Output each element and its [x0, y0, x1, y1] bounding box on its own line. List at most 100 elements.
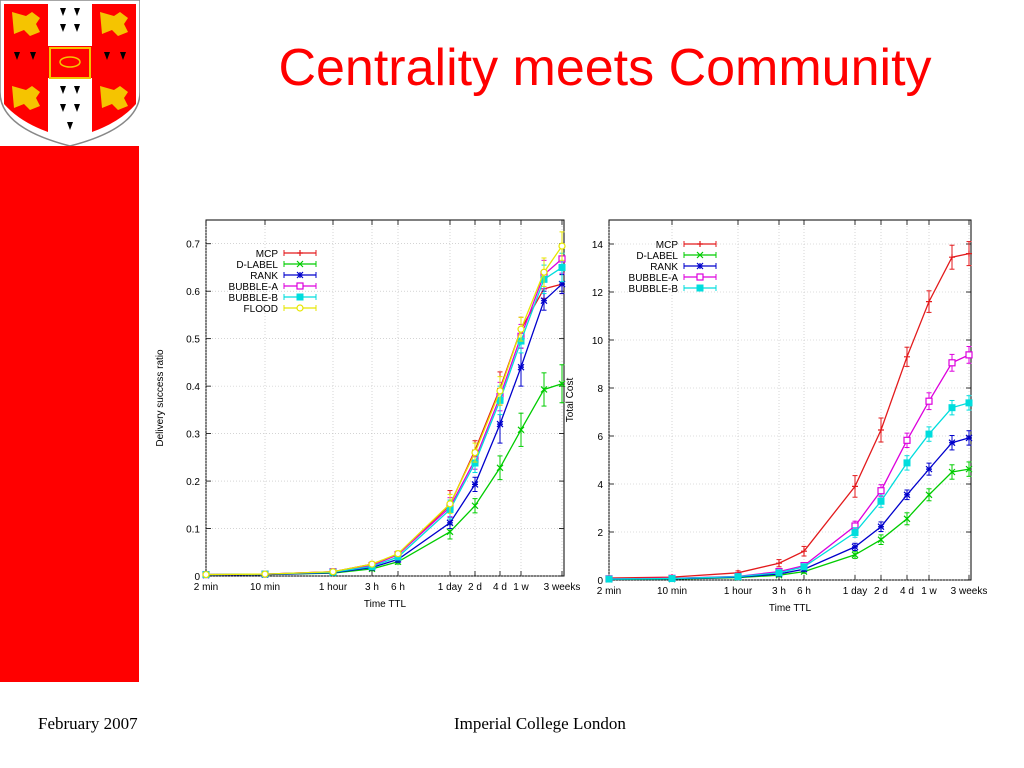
slide-title: Centrality meets Community	[278, 39, 932, 97]
data-point	[903, 491, 911, 499]
y-tick-label: 0.2	[186, 477, 200, 488]
data-point	[296, 304, 304, 312]
data-point	[696, 273, 704, 281]
y-tick-label: 0.5	[186, 335, 200, 346]
data-point	[904, 353, 910, 360]
x-tick-label: 1 w	[921, 586, 937, 597]
data-point	[877, 523, 885, 531]
x-tick-label: 3 h	[772, 586, 786, 597]
data-point	[446, 500, 454, 508]
data-point	[925, 397, 933, 405]
series-flood	[202, 231, 566, 579]
data-point	[926, 298, 932, 305]
data-point	[471, 480, 479, 488]
x-tick-label: 2 d	[874, 586, 888, 597]
chart-2: 2 min 10 min 1 hour 3 h 6 h 1 day 2 d 4 d 1 w 3 w…	[565, 219, 988, 614]
data-point	[446, 519, 454, 527]
data-point	[734, 573, 742, 581]
data-point	[948, 404, 956, 412]
data-point	[471, 448, 479, 457]
footer-institution: Imperial College London	[454, 714, 626, 733]
plot-frame	[608, 219, 972, 581]
data-point	[202, 570, 210, 579]
data-point	[517, 426, 525, 434]
data-point	[517, 363, 525, 371]
data-point	[903, 436, 911, 444]
data-point	[965, 465, 973, 473]
data-point	[801, 548, 807, 555]
data-point	[851, 528, 859, 536]
y-tick-label: 8	[597, 384, 603, 395]
data-point	[877, 497, 885, 505]
y-tick-label: 12	[592, 288, 604, 299]
y-tick-label: 14	[592, 240, 604, 251]
x-axis-label: Time TTL	[769, 603, 812, 614]
x-tick-label: 3 weeks	[951, 586, 988, 597]
x-tick-label: 3 h	[365, 582, 379, 593]
footer-date: February 2007	[38, 714, 138, 733]
data-point	[297, 250, 303, 256]
y-tick-label: 6	[597, 432, 603, 443]
data-point	[368, 560, 376, 568]
legend-label-bubble-b: BUBBLE-B	[629, 284, 679, 295]
x-tick-label: 1 hour	[319, 582, 348, 593]
legend-label-bubble-a: BUBBLE-A	[229, 282, 279, 293]
data-point	[775, 569, 783, 577]
university-crest-icon	[0, 0, 140, 146]
x-tick-label: 2 min	[597, 586, 621, 597]
data-point	[877, 536, 885, 544]
data-point	[605, 575, 613, 583]
data-point	[852, 483, 858, 490]
y-tick-label: 0.4	[186, 382, 200, 393]
data-point	[696, 251, 704, 259]
legend-label-rank: RANK	[650, 262, 678, 273]
chart-1: 2 min 10 min 1 hour 3 h 6 h 1 day 2 d 4 d 1 w 3 w…	[155, 219, 581, 610]
x-tick-label: 1 w	[513, 582, 529, 593]
data-point	[540, 268, 548, 276]
data-point	[296, 293, 304, 301]
data-point	[540, 297, 548, 305]
data-point	[966, 250, 972, 257]
data-point	[496, 464, 504, 472]
x-tick-label: 6 h	[797, 586, 811, 597]
data-point	[496, 420, 504, 428]
data-point	[471, 502, 479, 510]
x-tick-label: 1 day	[438, 582, 462, 593]
y-tick-label: 0	[194, 572, 200, 583]
series-bubble-b	[605, 395, 973, 583]
data-point	[903, 459, 911, 467]
data-point	[517, 325, 525, 333]
x-tick-label: 2 min	[194, 582, 218, 593]
x-tick-label: 3 weeks	[544, 582, 581, 593]
data-point	[965, 399, 973, 407]
data-point	[697, 241, 703, 247]
data-point	[329, 568, 337, 576]
data-point	[851, 543, 859, 551]
x-tick-label: 4 d	[493, 582, 507, 593]
data-point	[558, 242, 566, 250]
data-point	[558, 280, 566, 288]
data-point	[948, 468, 956, 476]
data-point	[394, 550, 402, 558]
data-point	[558, 263, 566, 271]
data-point	[925, 430, 933, 438]
data-point	[965, 351, 973, 359]
x-tick-label: 10 min	[657, 586, 687, 597]
data-point	[948, 439, 956, 447]
data-point	[261, 570, 269, 578]
data-point	[296, 282, 304, 290]
x-tick-label: 6 h	[391, 582, 405, 593]
data-point	[540, 386, 548, 393]
legend-label-d-label: D-LABEL	[236, 260, 278, 271]
y-tick-label: 0.7	[186, 240, 200, 251]
data-point	[558, 380, 566, 388]
sidebar-red-bar	[0, 146, 139, 682]
legend-label-flood: FLOOD	[244, 304, 278, 315]
legend-label-bubble-a: BUBBLE-A	[629, 273, 679, 284]
y-tick-label: 10	[592, 336, 604, 347]
x-tick-label: 1 day	[843, 586, 867, 597]
data-point	[878, 427, 884, 433]
data-point	[948, 359, 956, 367]
y-tick-label: 0.6	[186, 287, 200, 298]
